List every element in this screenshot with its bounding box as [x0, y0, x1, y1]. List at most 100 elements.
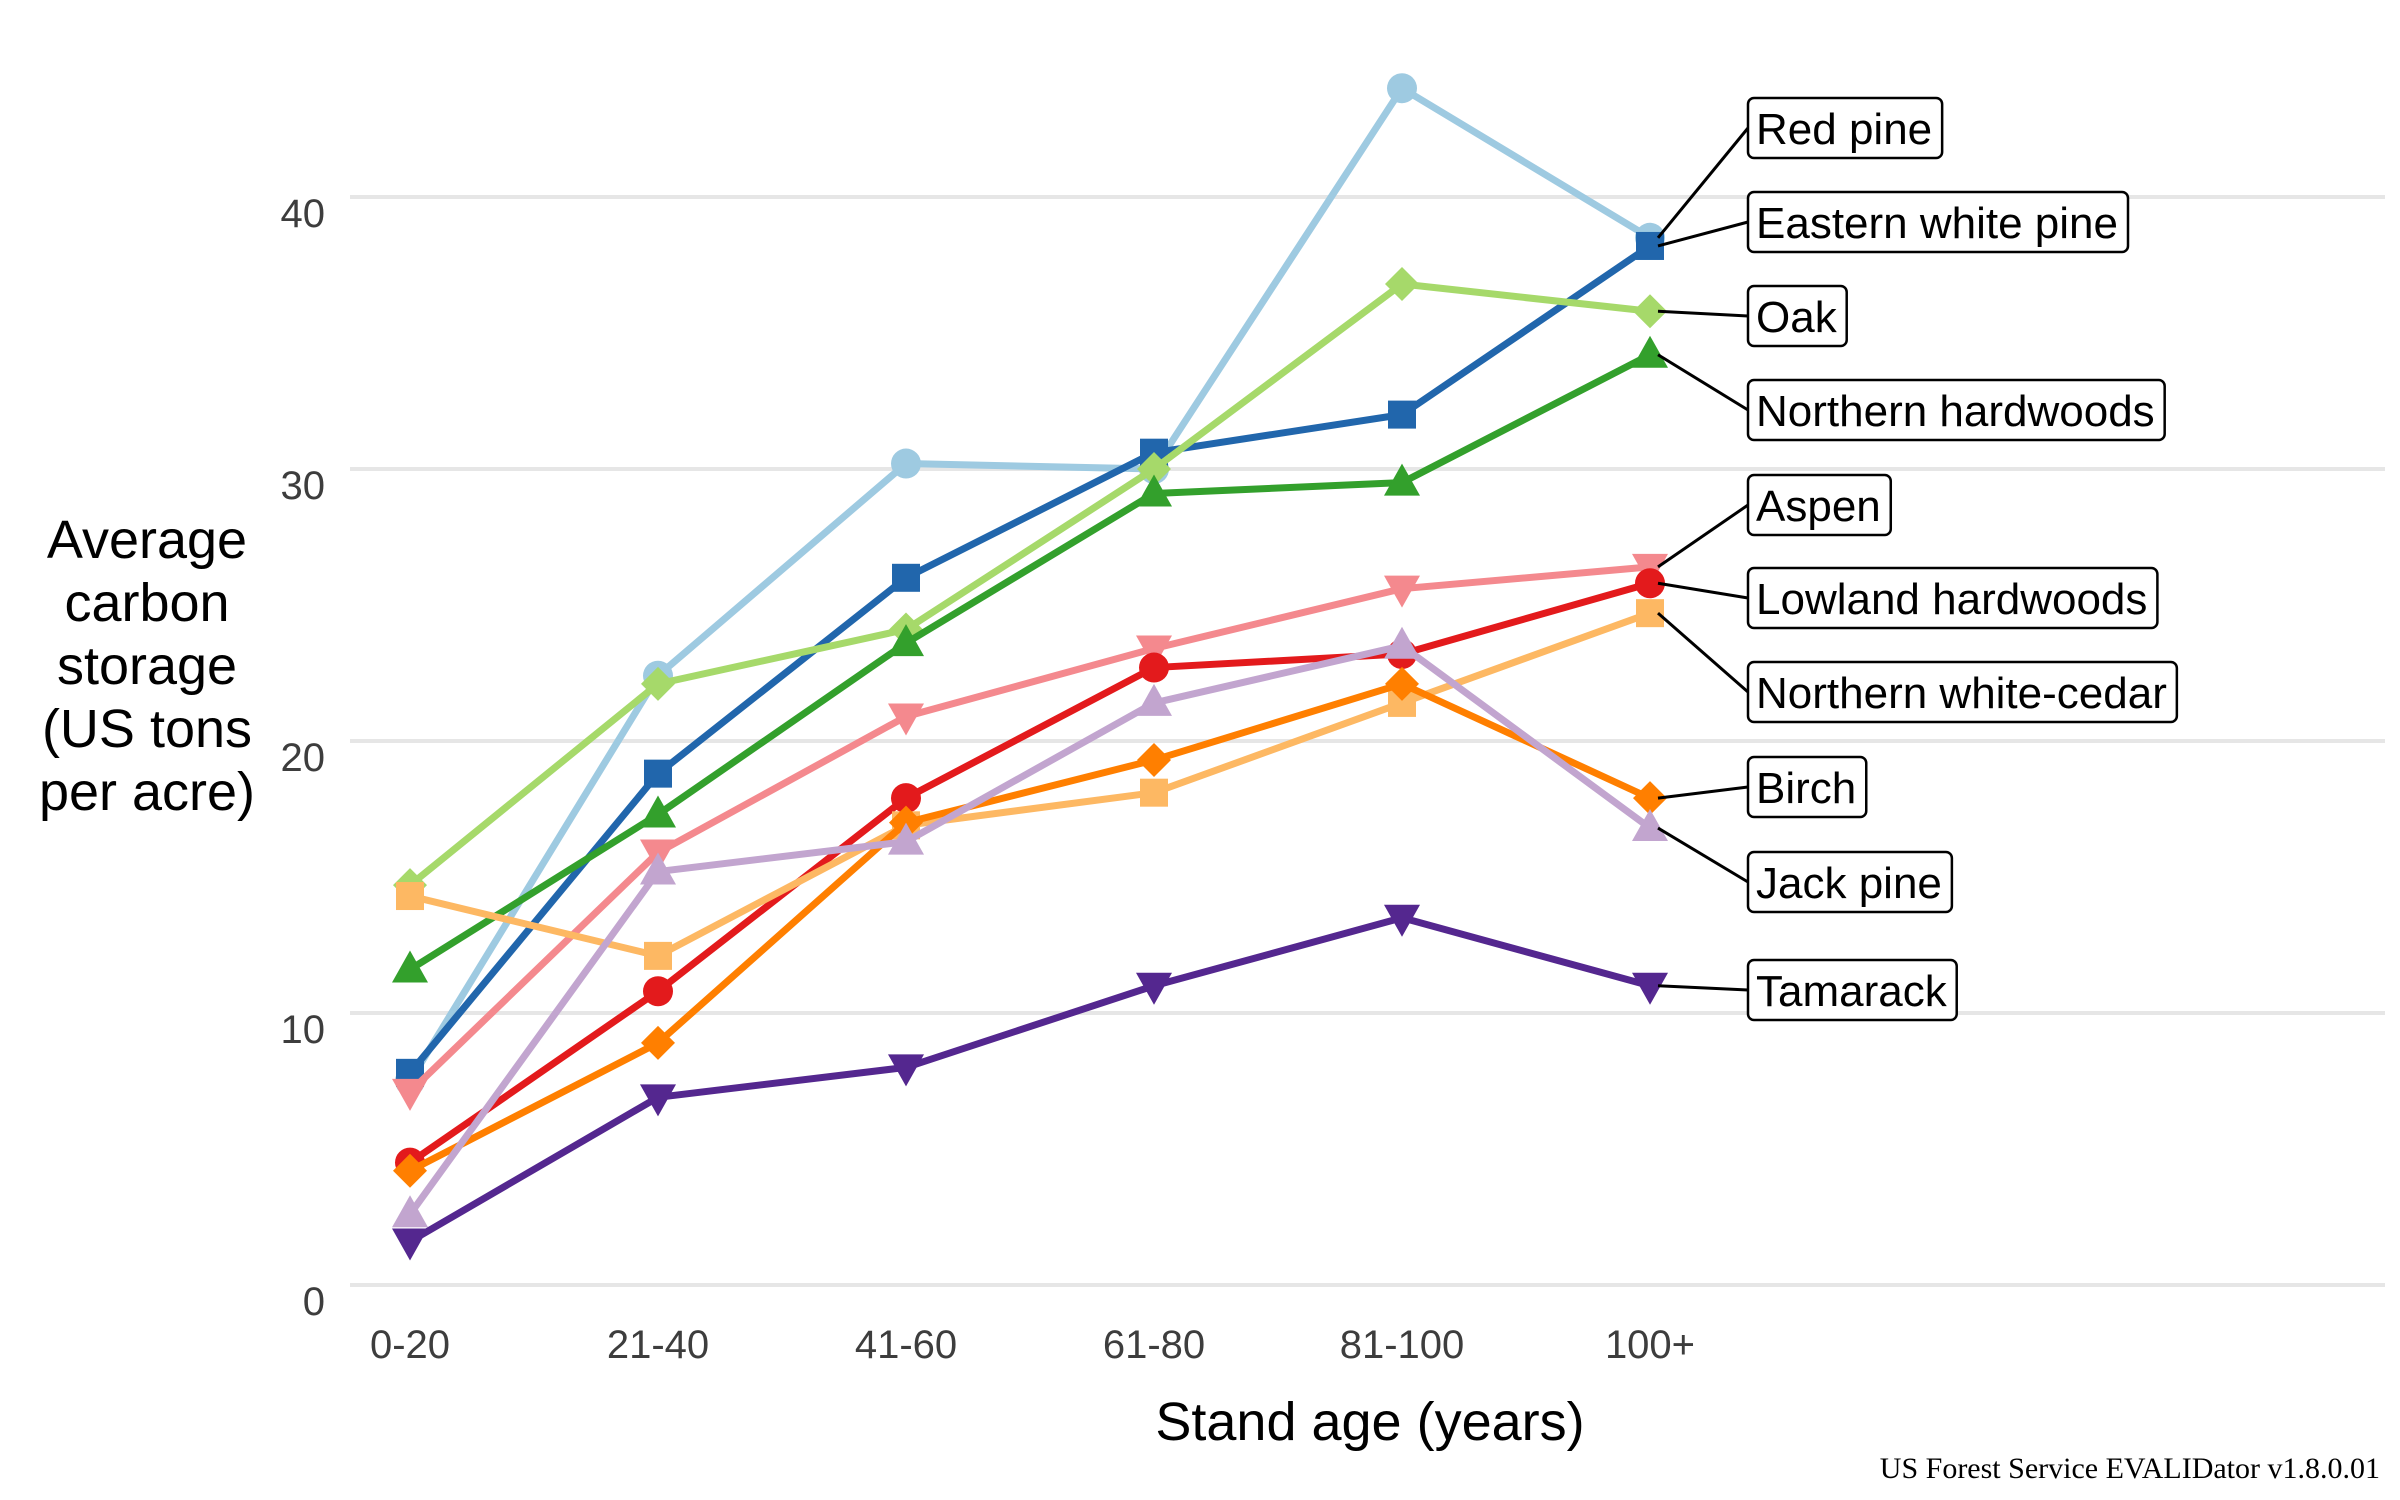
data-point: [392, 1078, 428, 1111]
data-point: [1136, 474, 1172, 507]
series-label-text: Jack pine: [1756, 859, 1942, 908]
data-point: [1137, 452, 1171, 486]
series-label-text: Northern hardwoods: [1756, 387, 2155, 436]
y-tick-label: 40: [281, 192, 326, 236]
series-label-text: Red pine: [1756, 105, 1932, 154]
source-credit: US Forest Service EVALIDator v1.8.0.01: [1880, 1452, 2380, 1485]
label-tamarack: Tamarack: [1657, 958, 1958, 1022]
label-jack-pine: Jack pine: [1657, 826, 1954, 914]
leader-line: [1657, 353, 1749, 412]
data-point: [1385, 267, 1419, 302]
data-point: [1632, 972, 1668, 1005]
series-line: [406, 563, 1654, 1096]
label-box: [1746, 96, 1944, 160]
data-point: [1136, 972, 1172, 1005]
series-label-text: Eastern white pine: [1756, 199, 2118, 248]
data-point: [641, 666, 675, 701]
label-box: [1746, 958, 1958, 1022]
data-point: [891, 448, 921, 479]
label-box: [1746, 473, 1893, 537]
data-point: [1387, 73, 1417, 104]
series-eastern-white-pine: [396, 231, 1664, 1087]
y-axis-ticks: 0 10 20 30 40: [281, 192, 326, 1324]
data-point: [1137, 743, 1171, 778]
series-line: [406, 579, 1654, 1167]
series-group: [392, 73, 1668, 1261]
data-point: [892, 563, 920, 592]
x-tick-label: 21-40: [607, 1323, 709, 1367]
label-box: [1746, 190, 2130, 254]
data-point: [1136, 635, 1172, 668]
data-point: [1136, 683, 1172, 716]
leader-line: [1657, 581, 1749, 600]
data-point: [396, 882, 424, 911]
data-point: [640, 795, 676, 828]
data-point: [640, 1084, 676, 1117]
series-line: [406, 609, 1654, 960]
label-box: [1746, 566, 2159, 630]
data-point: [1140, 778, 1168, 807]
data-point: [891, 783, 921, 814]
data-point: [1384, 626, 1420, 659]
data-point: [888, 822, 924, 855]
data-point: [1384, 904, 1420, 937]
data-point: [393, 1153, 427, 1188]
leader-line: [1657, 984, 1749, 992]
label-northern-white-cedar: Northern white-cedar: [1657, 612, 2179, 724]
series-line: [406, 280, 1654, 889]
series-label-text: Lowland hardwoods: [1756, 575, 2147, 624]
gridlines: [350, 195, 2385, 1287]
series-line: [406, 84, 1654, 1085]
leader-line: [1657, 220, 1749, 248]
series-jack-pine: [392, 626, 1668, 1228]
label-box: [1746, 755, 1868, 819]
label-box: [1746, 850, 1954, 914]
data-point: [644, 941, 672, 970]
data-point: [1384, 463, 1420, 496]
y-tick-label: 0: [303, 1280, 325, 1324]
x-tick-label: 0-20: [370, 1323, 450, 1367]
data-point: [1384, 575, 1420, 608]
leader-line: [1657, 612, 1749, 694]
y-tick-label: 20: [281, 736, 326, 780]
y-tick-label: 10: [281, 1008, 326, 1052]
direct-labels: Red pine Eastern white pine Oak Northern ha…: [1656, 96, 2179, 1022]
series-line: [406, 351, 1654, 973]
series-line: [406, 680, 1654, 1175]
data-point: [1633, 781, 1667, 816]
series-label-text: Aspen: [1756, 482, 1881, 531]
data-point: [1633, 294, 1667, 329]
series-line: [406, 914, 1654, 1245]
data-point: [888, 1054, 924, 1087]
label-box: [1746, 284, 1848, 348]
label-eastern-white-pine: Eastern white pine: [1657, 190, 2130, 254]
series-northern-white-cedar: [396, 599, 1664, 970]
leader-line: [1657, 826, 1749, 884]
data-point: [1632, 335, 1668, 368]
series-line: [406, 642, 1654, 1218]
data-point: [1388, 400, 1416, 429]
leader-line: [1657, 503, 1749, 569]
series-label-text: Tamarack: [1756, 967, 1948, 1016]
label-lowland-hardwoods: Lowland hardwoods: [1657, 566, 2159, 630]
label-oak: Oak: [1657, 284, 1848, 348]
data-point: [1635, 568, 1665, 599]
label-box: [1746, 660, 2179, 724]
data-point: [643, 976, 673, 1007]
series-tamarack: [392, 904, 1668, 1261]
series-northern-hardwoods: [392, 335, 1668, 983]
x-axis-ticks: 0-20 21-40 41-60 61-80 81-100 100+: [370, 1323, 1695, 1367]
data-point: [392, 1228, 428, 1261]
data-point: [392, 950, 428, 983]
label-aspen: Aspen: [1657, 473, 1893, 569]
leader-line: [1657, 309, 1749, 318]
label-red-pine: Red pine: [1656, 96, 1944, 239]
x-tick-label: 81-100: [1340, 1323, 1465, 1367]
data-point: [888, 703, 924, 736]
x-axis-title: Stand age (years): [1155, 1392, 1584, 1452]
y-tick-label: 30: [281, 464, 326, 508]
data-point: [644, 759, 672, 788]
series-birch: [393, 666, 1667, 1188]
x-tick-label: 100+: [1605, 1323, 1695, 1367]
